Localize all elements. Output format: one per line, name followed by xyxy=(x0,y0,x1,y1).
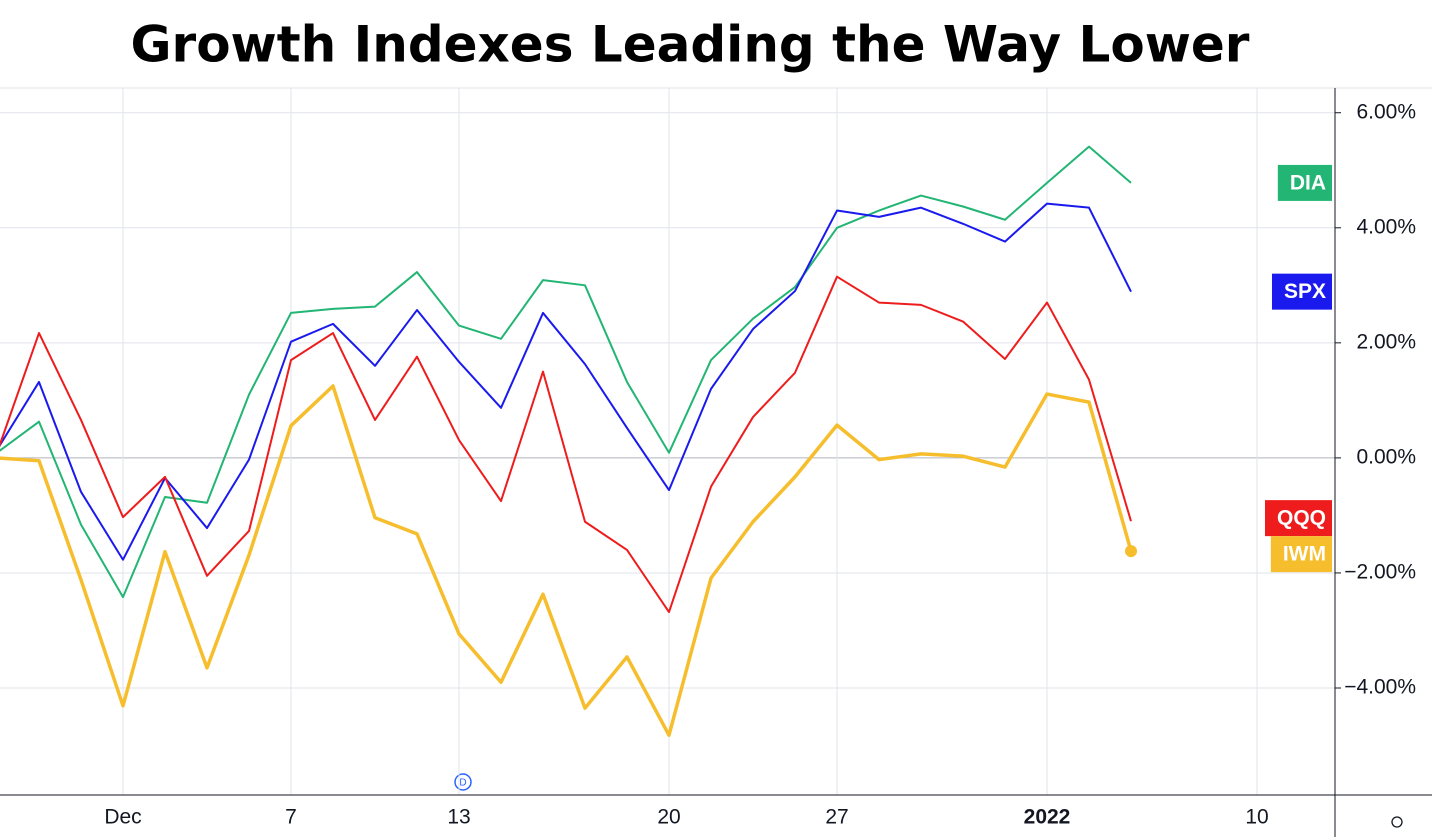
series-tag: IWM xyxy=(1270,536,1332,573)
dividend-icon-letter: D xyxy=(459,778,466,789)
series-tag: SPX xyxy=(1271,273,1332,310)
y-tick-label: 4.00% xyxy=(1356,215,1416,238)
x-tick-label: 10 xyxy=(1245,806,1268,829)
series-tag: DIA xyxy=(1277,164,1332,201)
y-tick-label: 6.00% xyxy=(1356,100,1416,123)
series-line xyxy=(0,384,1133,737)
x-tick-label: 7 xyxy=(285,806,297,829)
x-tick-label: 20 xyxy=(657,806,680,829)
series-tag-box xyxy=(1277,164,1332,201)
series-tag-label: SPX xyxy=(1284,280,1326,303)
series-tag-label: DIA xyxy=(1290,171,1326,194)
y-tick-label: 2.00% xyxy=(1356,330,1416,353)
series-tag-label: IWM xyxy=(1283,543,1326,566)
x-tick-label: 27 xyxy=(825,806,848,829)
series-line xyxy=(0,145,1132,599)
series-tag-box xyxy=(1271,273,1332,310)
y-tick-label: −4.00% xyxy=(1344,676,1416,699)
y-tick-label: 0.00% xyxy=(1356,445,1416,468)
x-tick-label: Dec xyxy=(104,806,141,829)
series-tag-box xyxy=(1270,536,1332,573)
last-point xyxy=(1125,545,1137,558)
x-tick-label: 13 xyxy=(447,806,470,829)
series-line xyxy=(0,202,1132,561)
series-tag-label: QQQ xyxy=(1277,507,1326,530)
y-tick-label: −2.00% xyxy=(1344,560,1416,583)
chart-title: Growth Indexes Leading the Way Lower xyxy=(131,16,1250,74)
series-line xyxy=(0,275,1132,614)
grid xyxy=(0,88,1335,795)
x-tick-label: 2022 xyxy=(1024,806,1071,829)
settings-icon[interactable] xyxy=(1391,816,1403,828)
series-tag-box xyxy=(1264,500,1332,537)
series-tag: QQQ xyxy=(1264,500,1332,537)
